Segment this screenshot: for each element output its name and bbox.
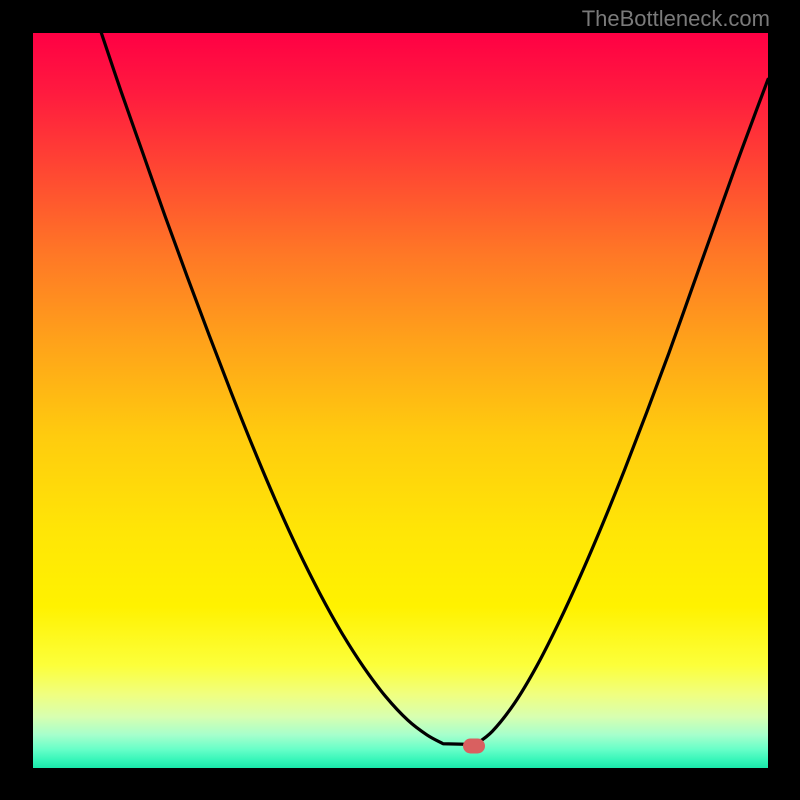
optimal-point-marker (463, 738, 485, 753)
chart-container: TheBottleneck.com (0, 0, 800, 800)
bottleneck-curve (33, 33, 768, 768)
plot-area (33, 33, 768, 768)
watermark-text: TheBottleneck.com (582, 6, 770, 32)
